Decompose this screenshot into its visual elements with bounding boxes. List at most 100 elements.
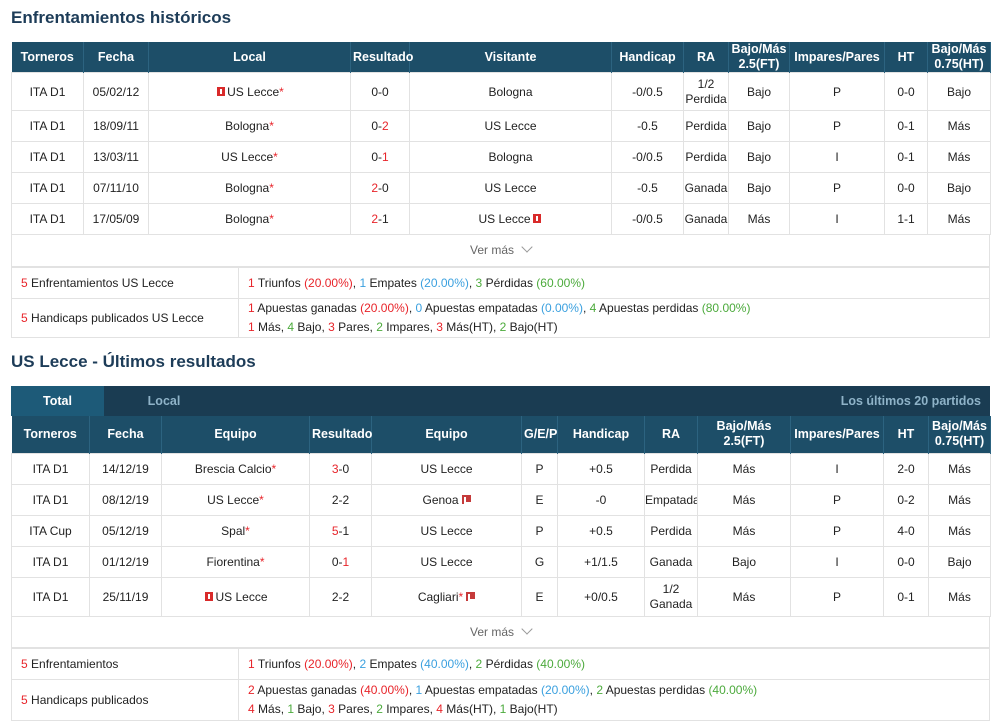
match-score[interactable]: 2-0 <box>350 172 410 204</box>
chevron-down-icon <box>521 623 533 635</box>
home-team[interactable]: Fiorentina* <box>161 545 310 578</box>
league-link[interactable]: ITA D1 <box>11 72 84 111</box>
table-row: ITA D1 17/05/09 Bologna* 2-1 US Lecce -0… <box>11 203 991 235</box>
over-under-ht: Más <box>927 110 991 142</box>
col-header: RA <box>644 416 698 453</box>
away-team[interactable]: US Lecce <box>409 203 612 235</box>
col-header: HT <box>883 416 929 453</box>
handicap-value: -0 <box>557 483 645 516</box>
match-score[interactable]: 2-2 <box>309 483 372 516</box>
col-header: Impares/Pares <box>789 42 885 73</box>
ra-result: Ganada <box>644 545 698 578</box>
match-score[interactable]: 0-1 <box>309 545 372 578</box>
col-header: HT <box>884 42 928 73</box>
home-team[interactable]: US Lecce* <box>161 483 310 516</box>
h2h-ver-mas-button[interactable]: Ver más <box>11 234 990 267</box>
league-link[interactable]: ITA D1 <box>11 110 84 142</box>
league-link[interactable]: ITA D1 <box>11 172 84 204</box>
ra-result: 1/2 Perdida <box>683 72 729 111</box>
summary-row-results: 5 Enfrentamientos US Lecce 1 Triunfos (2… <box>12 268 989 299</box>
col-header: Bajo/Más 2.5(FT) <box>728 42 790 73</box>
col-header: Torneros <box>11 416 90 453</box>
league-link[interactable]: ITA D1 <box>11 452 90 485</box>
handicap-value: +0/0.5 <box>557 576 645 617</box>
gep-result: P <box>521 452 558 485</box>
over-under-ft: Bajo <box>728 110 790 142</box>
over-under-ht: Bajo <box>927 72 991 111</box>
last-matches-selector[interactable]: Los últimos 20 partidos <box>840 394 981 408</box>
col-header: Equipo <box>371 416 522 453</box>
halftime-score: 0-0 <box>884 172 928 204</box>
over-under-ft: Bajo <box>728 72 790 111</box>
tab-local[interactable]: Local <box>147 394 181 408</box>
league-link[interactable]: ITA D1 <box>11 576 90 617</box>
league-link[interactable]: ITA D1 <box>11 545 90 578</box>
home-team[interactable]: US Lecce* <box>148 72 351 111</box>
handicap-value: -0.5 <box>611 172 684 204</box>
home-team[interactable]: Bologna* <box>148 203 351 235</box>
table-row: ITA D1 18/09/11 Bologna* 0-2 US Lecce -0… <box>11 110 991 142</box>
match-date: 07/11/10 <box>83 172 149 204</box>
recent-table: Torneros Fecha Equipo Resultado Equipo G… <box>11 416 991 617</box>
handicap-value: +0.5 <box>557 514 645 547</box>
match-score[interactable]: 5-1 <box>309 514 372 547</box>
away-team[interactable]: US Lecce <box>371 514 522 547</box>
match-score[interactable]: 0-0 <box>350 72 410 111</box>
match-date: 05/02/12 <box>83 72 149 111</box>
home-team[interactable]: US Lecce* <box>148 141 351 173</box>
home-team[interactable]: Bologna* <box>148 172 351 204</box>
match-score[interactable]: 2-1 <box>350 203 410 235</box>
away-team[interactable]: Genoa <box>371 483 522 516</box>
home-team[interactable]: Bologna* <box>148 110 351 142</box>
ra-result: Ganada <box>683 172 729 204</box>
match-score[interactable]: 2-2 <box>309 576 372 617</box>
match-score[interactable]: 3-0 <box>309 452 372 485</box>
league-link[interactable]: ITA Cup <box>11 514 90 547</box>
halftime-score: 0-1 <box>884 110 928 142</box>
away-team[interactable]: Bologna <box>409 72 612 111</box>
halftime-score: 0-1 <box>883 576 929 617</box>
col-header: RA <box>683 42 729 73</box>
recent-ver-mas-button[interactable]: Ver más <box>11 617 990 648</box>
match-score[interactable]: 0-2 <box>350 110 410 142</box>
home-team[interactable]: US Lecce <box>161 576 310 617</box>
away-team[interactable]: US Lecce <box>409 110 612 142</box>
away-team[interactable]: US Lecce <box>371 452 522 485</box>
col-header: Torneros <box>11 42 84 73</box>
match-score[interactable]: 0-1 <box>350 141 410 173</box>
handicap-value: -0.5 <box>611 110 684 142</box>
league-link[interactable]: ITA D1 <box>11 203 84 235</box>
odd-even: I <box>790 452 884 485</box>
away-team[interactable]: US Lecce <box>371 545 522 578</box>
gep-result: E <box>521 483 558 516</box>
summary-row-handicaps: 5 Handicaps publicados US Lecce 1 Apuest… <box>12 299 989 337</box>
over-under-ht: Más <box>927 203 991 235</box>
league-link[interactable]: ITA D1 <box>11 141 84 173</box>
rank-badge-icon <box>461 494 471 504</box>
col-header: Resultado <box>350 42 413 73</box>
gep-result: E <box>521 576 558 617</box>
match-date: 08/12/19 <box>89 483 162 516</box>
ra-result: Empatada <box>644 483 698 516</box>
away-team[interactable]: Bologna <box>409 141 612 173</box>
halftime-score: 0-0 <box>884 72 928 111</box>
halftime-score: 0-2 <box>883 483 929 516</box>
col-header: Handicap <box>611 42 684 73</box>
table-row: ITA Cup 05/12/19 Spal* 5-1 US Lecce P +0… <box>11 514 991 547</box>
odd-even: P <box>789 172 885 204</box>
h2h-summary: 5 Enfrentamientos US Lecce 1 Triunfos (2… <box>11 267 990 338</box>
h2h-header-row: Torneros Fecha Local Resultado Visitante… <box>11 42 991 73</box>
home-team[interactable]: Spal* <box>161 514 310 547</box>
away-team[interactable]: Cagliari* <box>371 576 522 617</box>
handicap-value: +0.5 <box>557 452 645 485</box>
ra-result: 1/2 Ganada <box>644 576 698 617</box>
handicap-value: -0/0.5 <box>611 141 684 173</box>
odd-even: P <box>790 483 884 516</box>
ra-result: Perdida <box>644 514 698 547</box>
gep-result: P <box>521 514 558 547</box>
table-row: ITA D1 07/11/10 Bologna* 2-0 US Lecce -0… <box>11 172 991 204</box>
home-team[interactable]: Brescia Calcio* <box>161 452 310 485</box>
tab-total[interactable]: Total <box>11 386 104 416</box>
league-link[interactable]: ITA D1 <box>11 483 90 516</box>
away-team[interactable]: US Lecce <box>409 172 612 204</box>
